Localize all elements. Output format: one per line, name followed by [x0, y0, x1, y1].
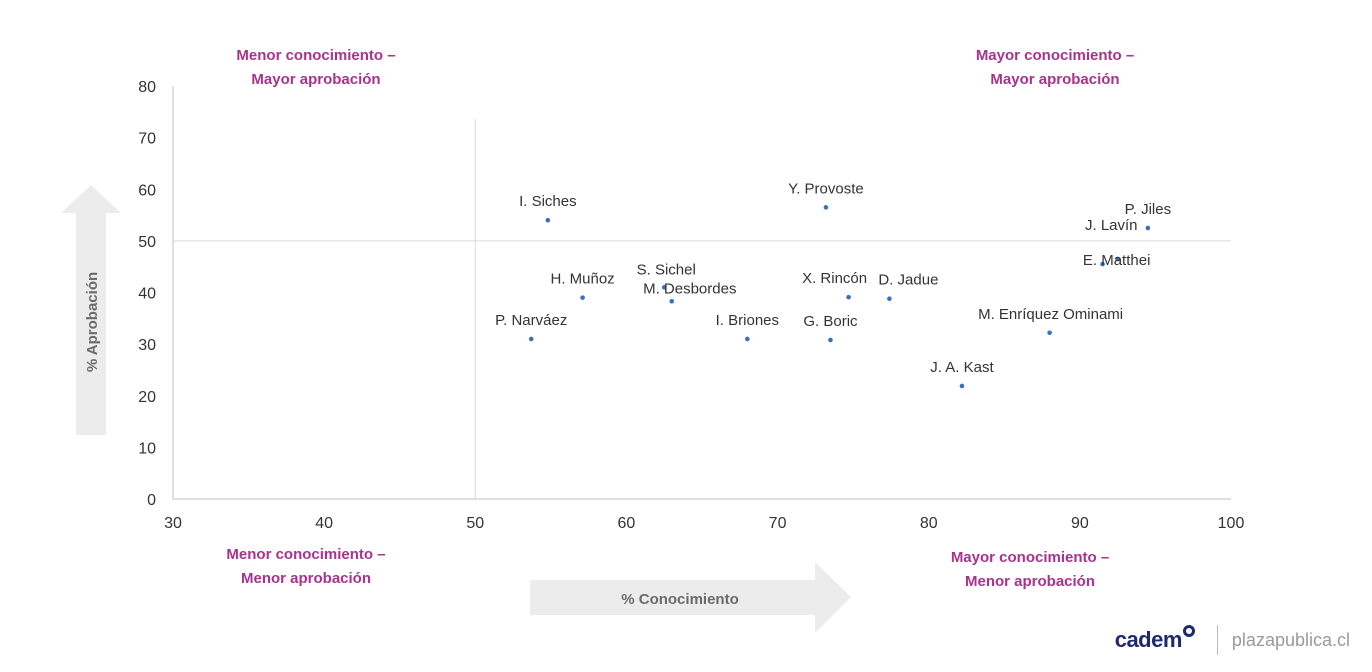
data-point: [545, 217, 551, 223]
axes: [172, 86, 1231, 500]
x-tick-label: 60: [618, 515, 636, 532]
quadrant-top-left-line2: Mayor aprobación: [251, 71, 381, 88]
x-tick-label: 30: [164, 515, 182, 532]
data-point: [1047, 330, 1052, 336]
data-label: Y. Provoste: [788, 180, 864, 197]
quadrant-top-left-line1: Menor conocimiento –: [236, 47, 396, 64]
approval-arrow: [61, 185, 121, 435]
quadrant-bottom-left-label: Menor conocimiento – Menor aprobación: [176, 543, 436, 591]
data-label: G. Boric: [803, 313, 858, 330]
data-point: [745, 336, 750, 342]
data-label: P. Jiles: [1125, 201, 1171, 218]
data-point: [1100, 261, 1105, 267]
data-label: X. Rincón: [802, 270, 867, 287]
quadrant-top-right-line1: Mayor conocimiento –: [975, 47, 1135, 64]
reference-lines: [173, 119, 1231, 499]
data-label: P. Narváez: [495, 312, 567, 329]
data-point: [669, 298, 675, 304]
brand-text: cadem: [1114, 627, 1183, 652]
y-tick-label: 60: [138, 182, 156, 199]
footer-divider: [1216, 625, 1218, 655]
tick-labels: 0 10 20 30 40 50 60 70 80 30 40 50 60 70 80 90 100: [138, 79, 1244, 532]
data-label: J. Lavín: [1085, 217, 1138, 234]
cadem-logo: cadem: [1114, 625, 1195, 653]
y-tick-label: 80: [138, 79, 156, 96]
data-label: M. Enríquez Ominami: [978, 306, 1123, 323]
data-label: I. Siches: [519, 193, 577, 210]
knowledge-arrow: [530, 562, 851, 633]
data-label: M. Desbordes: [643, 280, 736, 297]
data-point: [661, 285, 667, 290]
data-point: [580, 295, 585, 300]
x-tick-label: 80: [920, 515, 938, 532]
quadrant-bottom-right-label: Mayor conocimiento – Menor aprobación: [900, 546, 1160, 594]
data-point: [823, 205, 829, 210]
data-label: J. A. Kast: [930, 359, 994, 376]
data-point: [959, 383, 965, 389]
data-point: [828, 337, 833, 343]
data-points: [528, 205, 1151, 389]
data-label: E. Matthei: [1083, 252, 1151, 269]
data-point: [528, 336, 534, 342]
quadrant-bottom-left-line2: Menor aprobación: [240, 570, 371, 587]
x-tick-label: 40: [315, 515, 333, 532]
x-tick-label: 100: [1218, 515, 1245, 532]
quadrant-top-right-label: Mayor conocimiento – Mayor aprobación: [925, 44, 1185, 92]
y-tick-label: 50: [138, 234, 156, 251]
data-point: [1115, 256, 1120, 262]
axis-arrows: % Aprobación % Conocimiento: [61, 185, 851, 633]
data-label: H. Muñoz: [550, 271, 614, 288]
x-tick-label: 70: [769, 515, 787, 532]
y-tick-label: 20: [138, 389, 156, 406]
y-tick-label: 10: [138, 440, 156, 457]
logo-circle-icon: [1182, 625, 1195, 637]
x-tick-label: 50: [466, 515, 484, 532]
y-tick-label: 40: [138, 286, 156, 303]
data-label: D. Jadue: [878, 272, 938, 289]
quadrant-bottom-right-line2: Menor aprobación: [964, 573, 1095, 590]
quadrant-bottom-right-line1: Mayor conocimiento –: [950, 549, 1110, 566]
y-tick-label: 0: [147, 492, 156, 509]
x-axis-label: % Conocimiento: [621, 591, 739, 608]
data-point: [1145, 225, 1151, 231]
footer: cadem plazapublica.cl: [1115, 622, 1350, 658]
data-label: S. Sichel: [637, 261, 696, 278]
y-axis-label: % Aprobación: [84, 272, 101, 372]
y-tick-label: 30: [138, 337, 156, 354]
data-point: [846, 294, 851, 300]
data-point: [887, 296, 892, 301]
quadrant-top-left-label: Menor conocimiento – Mayor aprobación: [186, 44, 446, 92]
y-tick-label: 70: [138, 131, 156, 148]
quadrant-bottom-left-line1: Menor conocimiento –: [226, 546, 386, 563]
x-tick-label: 90: [1071, 515, 1089, 532]
site-link[interactable]: plazapublica.cl: [1231, 629, 1350, 650]
data-label: I. Briones: [716, 312, 779, 329]
quadrant-top-right-line2: Mayor aprobación: [990, 71, 1120, 88]
